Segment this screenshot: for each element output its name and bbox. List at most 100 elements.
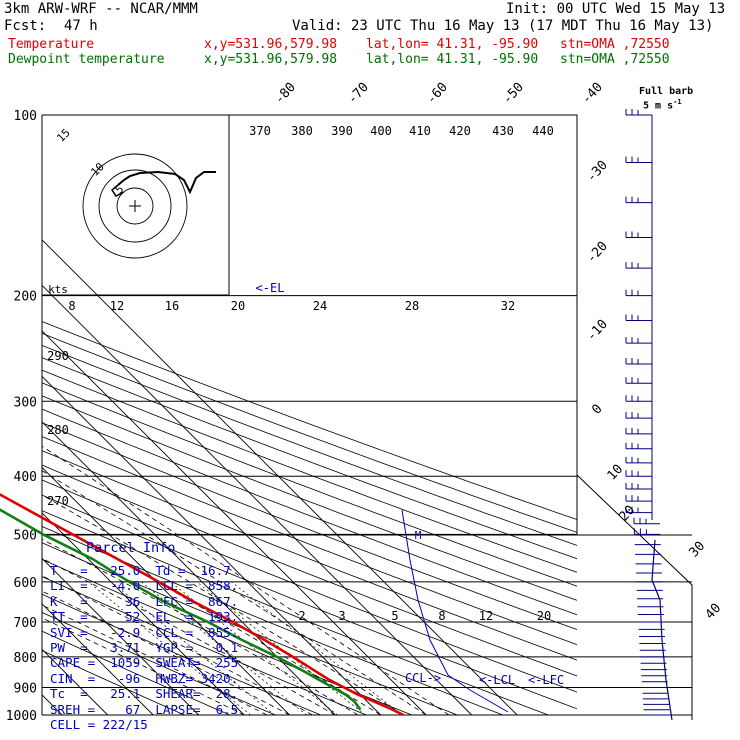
dewpoint-station: stn=OMA ,72550 <box>560 52 670 67</box>
parcel-info-row: CELL = 222/15 <box>50 717 148 732</box>
parcel-info-row: SREH = 67 LAPSE= 6.5 <box>50 701 239 717</box>
isotherm-line <box>42 375 381 715</box>
dry-adiabat-line <box>42 382 577 587</box>
hodograph-ring <box>98 169 172 243</box>
isotherm-line <box>42 239 518 715</box>
theta-tick-label: 420 <box>449 124 471 138</box>
pressure-tick-label: 700 <box>14 616 37 631</box>
dewpoint-series-label: Dewpoint temperature <box>8 52 165 67</box>
temperature-profile-line <box>0 493 404 717</box>
isotherm-tick-label: 20 <box>617 503 639 525</box>
mixing-ratio-label: 12 <box>479 609 493 623</box>
dry-adiabat-line <box>42 436 577 646</box>
theta-tick-label: 430 <box>492 124 514 138</box>
theta-tick-label: 440 <box>532 124 554 138</box>
isotherm-tick-label: 40 <box>703 601 725 623</box>
hodograph-ring <box>82 153 188 259</box>
temperature-latlon: lat,lon= 41.31, -95.90 <box>366 37 539 52</box>
pressure-tick-label: 600 <box>14 576 37 591</box>
isotherm-tick-label: -80 <box>272 80 299 107</box>
mixing-ratio-label: 5 <box>391 609 398 623</box>
temperature-xy: x,y=531.96,579.98 <box>204 37 338 52</box>
parcel-info-title: Parcel Info <box>86 540 176 556</box>
parcel-info-row: LI = -4.0 LCL = 858. <box>50 578 239 594</box>
hodograph-icon <box>82 153 216 259</box>
isotherm-line <box>42 330 427 715</box>
dry-adiabat-line <box>42 450 577 661</box>
mixing-ratio-label: 8 <box>438 609 445 623</box>
speed-tick-label: 12 <box>110 299 124 313</box>
pressure-tick-label: 900 <box>14 682 37 697</box>
dry-adiabat-line <box>42 321 577 520</box>
hodograph-trace <box>111 184 125 197</box>
el-annotation: <-EL <box>256 281 285 295</box>
forecast-label: Fcst: <box>4 18 47 34</box>
theta-tick-label: 400 <box>370 124 392 138</box>
moist-adiabat-line <box>42 590 290 715</box>
mixing-ratio-label: 20 <box>537 609 551 623</box>
isotherm-line <box>42 284 472 715</box>
dewpoint-latlon: lat,lon= 41.31, -95.90 <box>366 52 539 67</box>
parcel-marker-annotation: M <box>415 529 422 542</box>
pressure-tick-label: 300 <box>14 395 37 410</box>
dry-adiabat-line <box>42 611 276 715</box>
dry-adiabat-line <box>42 332 577 533</box>
pressure-tick-label: 200 <box>14 290 37 305</box>
init-time: Init: 00 UTC Wed 15 May 13 <box>506 1 726 17</box>
theta-tick-label: 380 <box>291 124 313 138</box>
theta-tick-label: 370 <box>249 124 271 138</box>
dry-adiabat-line <box>42 408 577 616</box>
speed-tick-label: 32 <box>501 299 515 313</box>
dewpoint-xy: x,y=531.96,579.98 <box>204 52 338 67</box>
pressure-tick-label: 800 <box>14 651 37 666</box>
dry-adiabat-line <box>42 422 577 630</box>
temperature-station: stn=OMA ,72550 <box>560 37 670 52</box>
moist-adiabat-line <box>42 445 450 715</box>
speed-tick-label: 16 <box>165 299 179 313</box>
dry-adiabat-line <box>42 494 577 710</box>
theta-tick-label: 410 <box>409 124 431 138</box>
dry-adiabat-line <box>42 593 321 715</box>
model-title: 3km ARW-WRF -- NCAR/MMM <box>4 1 198 17</box>
parcel-info-row: SVI = -2.9 CCL = 855. <box>50 624 239 640</box>
hodograph-ring <box>116 187 154 225</box>
hodograph-trace <box>117 170 216 195</box>
parcel-info-row: T = 25.0 Td = 16.7 <box>50 563 231 578</box>
speed-tick-label: 28 <box>405 299 419 313</box>
isotherm-tick-label: -60 <box>424 80 451 107</box>
dry-adiabat-line <box>42 369 577 573</box>
isotherm-tick-label: -20 <box>584 239 611 266</box>
barb-unit: 5 m s-1 <box>643 98 682 112</box>
moist-adiabat-line <box>42 617 245 715</box>
dry-adiabat-line <box>42 395 577 601</box>
parcel-info-row: PW = 3.71 YGP = 0.1 <box>50 640 239 655</box>
isotherm-tick-label: -10 <box>584 317 611 344</box>
isotherm-line <box>42 603 154 715</box>
plot-frame <box>42 114 578 536</box>
valid-time: Valid: 23 UTC Thu 16 May 13 (17 MDT Thu … <box>292 18 714 34</box>
isotherm-tick-label: 10 <box>605 462 627 484</box>
temperature-series-label: Temperature <box>8 37 95 52</box>
pressure-tick-label: 500 <box>14 528 37 543</box>
dry-adiabat-line <box>42 510 549 715</box>
barb-frame <box>576 474 693 720</box>
dry-adiabat-line <box>42 630 230 715</box>
mixing-ratio-label: 2 <box>298 609 305 623</box>
speed-unit-label: kts <box>48 283 68 296</box>
parcel-info-row: K = 36 LFC = 867. <box>50 593 239 609</box>
forecast-hour: 47 h <box>64 18 98 34</box>
theta-side-label: 290 <box>47 349 69 363</box>
ccl-annotation: CCL-> <box>405 671 441 685</box>
skewt-series <box>0 493 509 717</box>
parcel-info-row: CIN = -96 HWBZ= 3420. <box>50 670 239 686</box>
speed-tick-label: 24 <box>313 299 327 313</box>
isotherm-line <box>42 512 245 715</box>
isotherm-tick-label: 0 <box>589 402 605 418</box>
barb-title: Full barb <box>639 86 694 97</box>
theta-side-label: 270 <box>47 494 69 508</box>
moist-adiabat-line <box>42 604 268 715</box>
mixing-ratio-label: 3 <box>338 609 345 623</box>
pressure-tick-label: 400 <box>14 470 37 485</box>
